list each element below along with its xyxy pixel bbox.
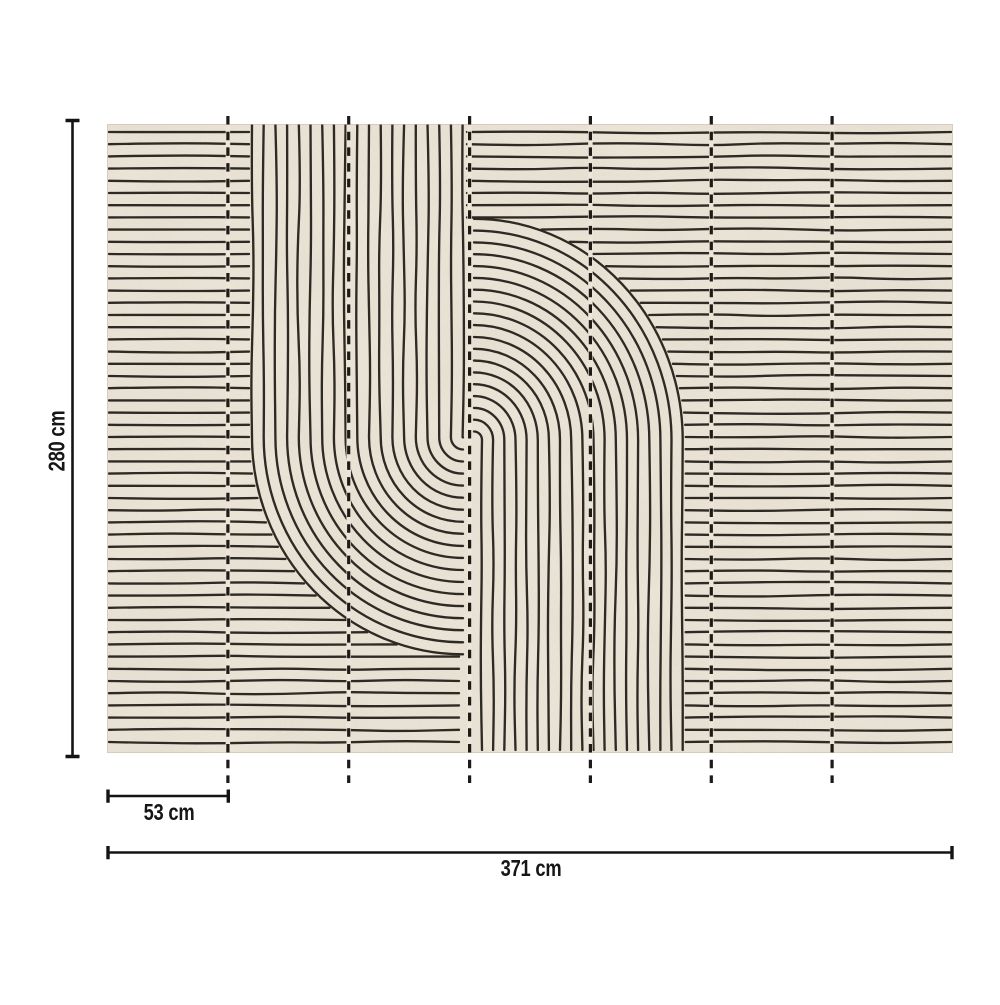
pattern-horizontal-line — [109, 656, 459, 657]
pattern-horizontal-line — [590, 253, 951, 254]
pattern-horizontal-line — [109, 498, 258, 499]
pattern-horizontal-line — [686, 692, 951, 693]
pattern-horizontal-line — [663, 339, 951, 340]
pattern-horizontal-line — [606, 266, 951, 267]
pattern-horizontal-line — [109, 473, 252, 474]
pattern-horizontal-line — [685, 424, 951, 425]
pattern-horizontal-line — [109, 521, 266, 522]
pattern-horizontal-line — [686, 461, 951, 462]
pattern-horizontal-line — [686, 436, 951, 437]
pattern-horizontal-line — [686, 644, 951, 645]
pattern-horizontal-line — [109, 582, 304, 583]
pattern-horizontal-line — [686, 620, 951, 621]
pattern-horizontal-line — [109, 644, 397, 645]
pattern-horizontal-line — [686, 705, 951, 706]
pattern-horizontal-line — [686, 473, 951, 474]
pattern-horizontal-line — [686, 631, 951, 632]
pattern-horizontal-line — [686, 546, 951, 547]
panel-width-dimension-label: 53 cm — [144, 799, 195, 826]
pattern-horizontal-line — [686, 485, 951, 487]
pattern-horizontal-line — [686, 730, 951, 731]
pattern-horizontal-line — [686, 716, 951, 717]
pattern-horizontal-line — [467, 205, 951, 206]
pattern-horizontal-line — [686, 571, 951, 572]
pattern-horizontal-line — [686, 657, 951, 658]
pattern-horizontal-line — [686, 608, 951, 609]
pattern-horizontal-line — [109, 717, 459, 718]
total-width-dimension-label: 371 cm — [501, 855, 562, 882]
pattern-horizontal-line — [109, 510, 261, 511]
pattern-horizontal-line — [686, 669, 951, 670]
pattern-horizontal-line — [686, 498, 951, 499]
pattern-horizontal-line — [467, 216, 951, 217]
pattern-horizontal-line — [109, 669, 459, 670]
pattern-horizontal-line — [673, 363, 951, 364]
pattern-horizontal-line — [686, 449, 951, 450]
pattern-horizontal-line — [686, 522, 951, 523]
pattern-horizontal-line — [680, 388, 951, 389]
pattern-horizontal-line — [570, 241, 951, 242]
pattern-horizontal-line — [109, 546, 278, 547]
pattern-horizontal-line — [109, 570, 294, 571]
pattern-horizontal-line — [686, 534, 951, 535]
height-dimension-label: 280 cm — [44, 411, 71, 472]
pattern-horizontal-line — [109, 607, 330, 608]
pattern-horizontal-line — [631, 290, 951, 291]
pattern-horizontal-line — [109, 632, 367, 633]
pattern-horizontal-line — [682, 400, 951, 401]
pattern-horizontal-line — [109, 558, 285, 559]
pattern-horizontal-line — [109, 595, 316, 596]
pattern-horizontal-line — [109, 534, 272, 535]
